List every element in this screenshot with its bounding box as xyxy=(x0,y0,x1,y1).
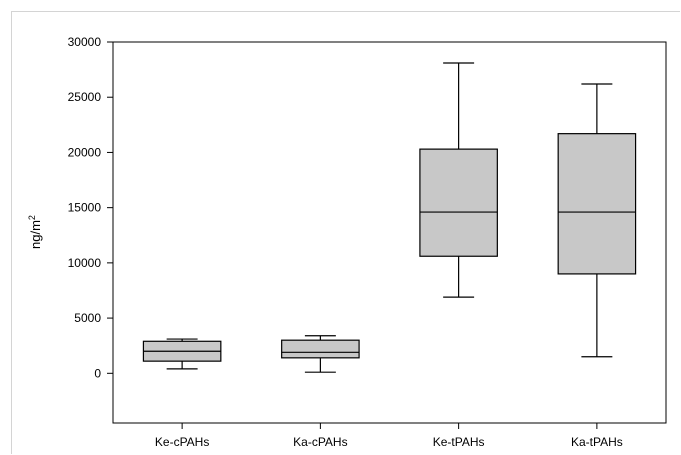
x-axis: Ke-cPAHs Ka-cPAHs Ke-tPAHs Ka-tPAHs xyxy=(155,423,623,449)
iqr-box xyxy=(281,339,360,359)
box-ke-tpahs xyxy=(419,62,498,298)
y-axis: 0 5000 10000 15000 20000 25000 30000 xyxy=(68,35,113,380)
x-tick-label: Ke-cPAHs xyxy=(155,435,209,449)
iqr-box xyxy=(557,133,637,275)
iqr-box xyxy=(419,148,498,257)
y-axis-title-superscript: 2 xyxy=(27,215,37,220)
y-tick-label: 30000 xyxy=(68,35,102,49)
box-ka-cpahs xyxy=(281,335,360,373)
chart-frame xyxy=(11,11,680,454)
y-tick-label: 5000 xyxy=(74,311,101,325)
y-tick-label: 15000 xyxy=(68,201,102,215)
x-tick-label: Ka-cPAHs xyxy=(293,435,347,449)
box-ke-cpahs xyxy=(142,338,222,370)
x-tick-label: Ke-tPAHs xyxy=(433,435,485,449)
y-tick-label: 25000 xyxy=(68,90,102,104)
y-tick-label: 0 xyxy=(94,366,101,380)
y-axis-title-text: ng/m xyxy=(28,220,43,249)
y-tick-label: 20000 xyxy=(68,145,102,159)
y-tick-label: 10000 xyxy=(68,256,102,270)
y-axis-title: ng/m2 xyxy=(27,215,43,249)
box-series xyxy=(142,62,637,373)
box-ka-tpahs xyxy=(557,83,637,358)
x-tick-label: Ka-tPAHs xyxy=(571,435,623,449)
